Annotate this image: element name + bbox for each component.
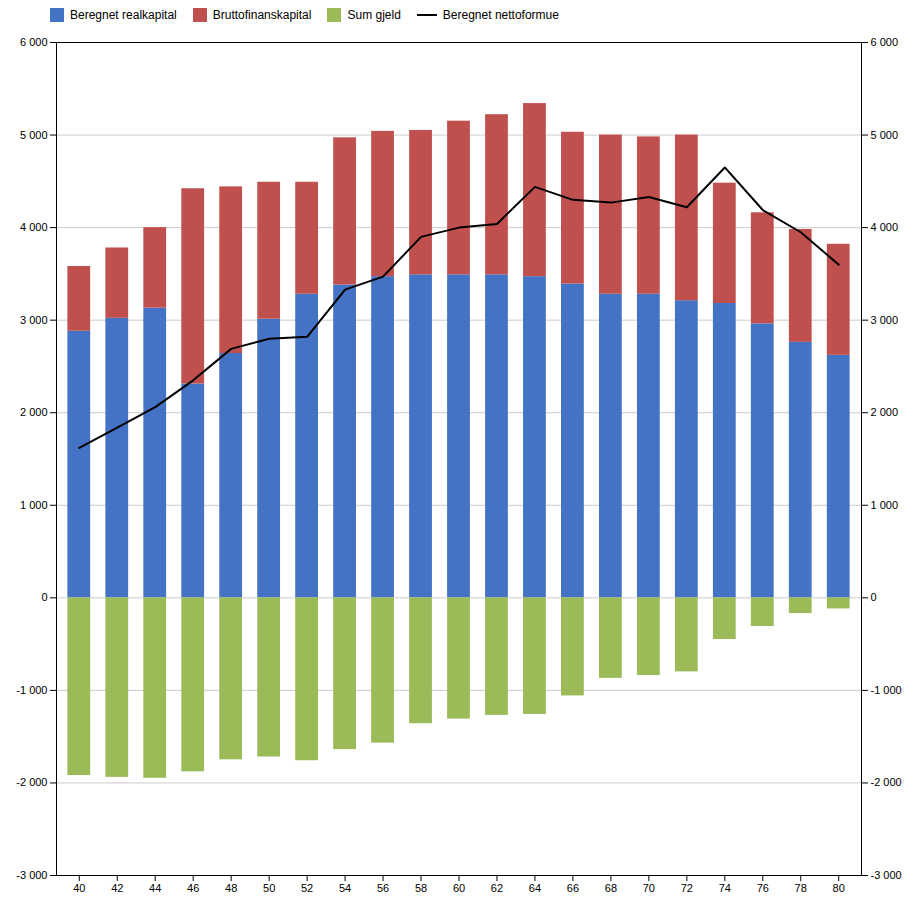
svg-text:4 000: 4 000 [871, 221, 899, 233]
svg-text:1 000: 1 000 [20, 499, 48, 511]
svg-text:40: 40 [73, 882, 85, 894]
svg-text:46: 46 [187, 882, 199, 894]
svg-text:80: 80 [833, 882, 845, 894]
svg-text:78: 78 [795, 882, 807, 894]
svg-text:62: 62 [491, 882, 503, 894]
svg-text:3 000: 3 000 [20, 314, 48, 326]
svg-text:68: 68 [605, 882, 617, 894]
html-text:Sum gjeld: Sum gjeld [347, 8, 401, 22]
svg-text:76: 76 [757, 882, 769, 894]
svg-text:0: 0 [41, 591, 47, 603]
svg-text:44: 44 [149, 882, 161, 894]
svg-text:60: 60 [453, 882, 465, 894]
svg-text:0: 0 [871, 591, 877, 603]
svg-text:5 000: 5 000 [20, 129, 48, 141]
svg-text:66: 66 [567, 882, 579, 894]
svg-text:2 000: 2 000 [871, 406, 899, 418]
svg-text:1 000: 1 000 [871, 499, 899, 511]
svg-text:-3 000: -3 000 [16, 869, 47, 881]
svg-text:50: 50 [263, 882, 275, 894]
html-text:Beregnet realkapital: Beregnet realkapital [70, 8, 177, 22]
svg-text:6 000: 6 000 [871, 36, 899, 48]
svg-text:56: 56 [377, 882, 389, 894]
svg-text:42: 42 [111, 882, 123, 894]
svg-text:70: 70 [643, 882, 655, 894]
svg-text:-1 000: -1 000 [16, 684, 47, 696]
svg-text:74: 74 [719, 882, 731, 894]
svg-text:5 000: 5 000 [871, 129, 899, 141]
svg-text:-1 000: -1 000 [871, 684, 902, 696]
svg-text:58: 58 [415, 882, 427, 894]
svg-text:-2 000: -2 000 [16, 776, 47, 788]
html-text:Beregnet nettoformue: Beregnet nettoformue [442, 8, 559, 22]
svg-text:54: 54 [339, 882, 351, 894]
svg-text:4 000: 4 000 [20, 221, 48, 233]
svg-text:-2 000: -2 000 [871, 776, 902, 788]
svg-text:6 000: 6 000 [20, 36, 48, 48]
svg-text:72: 72 [681, 882, 693, 894]
svg-text:3 000: 3 000 [871, 314, 899, 326]
svg-text:2 000: 2 000 [20, 406, 48, 418]
svg-text:-3 000: -3 000 [871, 869, 902, 881]
svg-text:52: 52 [301, 882, 313, 894]
html-text:Bruttofinanskapital: Bruttofinanskapital [212, 8, 312, 22]
svg-text:48: 48 [225, 882, 237, 894]
svg-text:64: 64 [529, 882, 541, 894]
